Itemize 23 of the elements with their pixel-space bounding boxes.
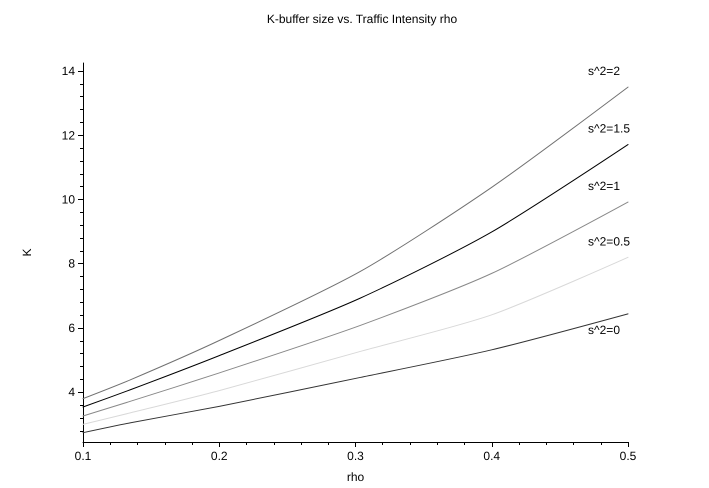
line-series (82, 256, 628, 425)
series-label: s^2=1 (588, 179, 620, 194)
x-tick-label: 0.1 (74, 449, 92, 463)
line-series (82, 86, 628, 400)
y-tick-label: 6 (68, 320, 76, 335)
y-tick-label: 12 (62, 128, 76, 142)
y-tick-label: 8 (68, 256, 76, 271)
x-axis-title: rho (346, 470, 364, 484)
series-label: s^2=2 (588, 64, 620, 78)
line-series (82, 202, 628, 416)
x-tick-label: 0.4 (483, 449, 500, 463)
series-label: s^2=0.5 (588, 234, 630, 248)
line-series (82, 313, 628, 434)
series-label: s^2=0 (588, 322, 620, 337)
x-tick-label: 0.5 (620, 449, 637, 463)
chart-title: K-buffer size vs. Traffic Intensity rho (266, 12, 458, 26)
y-tick-label: 14 (62, 64, 76, 78)
x-tick-label: 0.2 (210, 449, 228, 463)
series-label: s^2=1.5 (588, 122, 630, 136)
y-tick-label: 10 (62, 192, 76, 207)
y-axis-title: K (20, 248, 34, 257)
x-tick-label: 0.3 (347, 449, 364, 463)
y-tick-label: 4 (68, 385, 76, 400)
